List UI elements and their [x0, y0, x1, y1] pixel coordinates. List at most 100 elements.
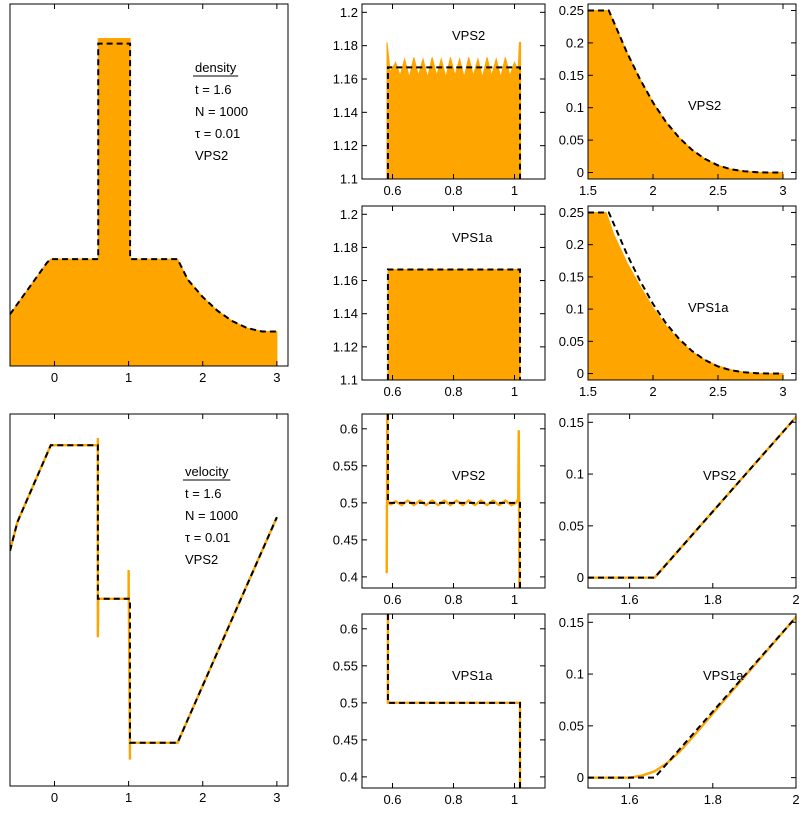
exact-solution-dashed — [10, 42, 277, 333]
y-tick-label: 0.55 — [333, 458, 358, 473]
exact-solution-dashed — [386, 414, 521, 588]
y-tick-label: 0.15 — [559, 615, 584, 630]
annotation-line: VPS2 — [688, 98, 721, 113]
panel-density-tail-vps2: 1.5 2 2.5 3 0 0.05 0.1 0.15 0.2 0.25 VPS2 — [559, 3, 797, 198]
x-tick-label: 3 — [273, 370, 280, 385]
computed-line-series — [10, 438, 278, 760]
area-series — [386, 41, 522, 179]
x-tick-label: 0.6 — [383, 183, 401, 198]
plot-area — [588, 416, 796, 579]
plot-area — [588, 211, 784, 380]
plot-area — [385, 414, 521, 588]
x-tick-label: 0.8 — [444, 183, 462, 198]
y-tick-label: 0.15 — [559, 68, 584, 83]
x-tick-label: 2 — [199, 790, 206, 805]
x-tick-label: 0.8 — [444, 792, 462, 807]
plot-area — [10, 438, 278, 760]
y-tick-label: 0.05 — [559, 133, 584, 148]
area-series — [387, 268, 521, 380]
y-tick-label: 0.5 — [340, 695, 358, 710]
y-tick-label: 0.2 — [566, 237, 584, 252]
exact-solution-dashed — [386, 66, 521, 179]
x-tick-label: 2 — [649, 183, 656, 198]
x-tick-label: 1 — [125, 790, 132, 805]
x-tick-label: 1 — [511, 384, 518, 399]
annotation-line: VPS2 — [703, 468, 736, 483]
area-series — [588, 211, 784, 380]
y-tick-label: 1.2 — [340, 207, 358, 222]
annotation-line: τ = 0.01 — [185, 530, 230, 545]
x-tick-label: 2.5 — [709, 183, 727, 198]
x-tick-label: 1 — [511, 183, 518, 198]
y-tick-label: 0.25 — [559, 205, 584, 220]
x-tick-label: 1.8 — [704, 792, 722, 807]
y-tick-label: 0 — [577, 570, 584, 585]
exact-solution-dashed — [10, 444, 278, 744]
y-tick-label: 0.1 — [566, 667, 584, 682]
y-tick-label: 0.6 — [340, 421, 358, 436]
computed-line-series — [385, 414, 521, 588]
annotation-line: density — [195, 60, 237, 75]
y-tick-label: 0.45 — [333, 732, 358, 747]
y-tick-label: 1.1 — [340, 373, 358, 388]
y-tick-label: 1.12 — [333, 339, 358, 354]
y-tick-label: 0 — [577, 165, 584, 180]
exact-solution-dashed — [588, 416, 796, 579]
y-tick-label: 0.6 — [340, 621, 358, 636]
computed-line-series — [386, 614, 522, 788]
x-tick-label: 2 — [792, 592, 799, 607]
annotation-line: VPS1a — [703, 668, 744, 683]
x-tick-label: 0.6 — [383, 792, 401, 807]
y-tick-label: 1.1 — [340, 172, 358, 187]
y-tick-label: 1.2 — [340, 5, 358, 20]
annotation-line: t = 1.6 — [195, 82, 232, 97]
x-tick-label: 1 — [125, 370, 132, 385]
panel-density-full: 0 1 2 3 density t = 1.6 N = 1000 τ = 0.01 VPS2 — [9, 3, 289, 385]
y-tick-label: 0.15 — [559, 269, 584, 284]
y-tick-label: 0.4 — [340, 569, 358, 584]
panel-velocity-tail-vps2: 1.6 1.8 2 0 0.05 0.1 0.15 VPS2 — [559, 413, 800, 607]
annotation-line: VPS1a — [452, 668, 493, 683]
x-tick-label: 3 — [779, 384, 786, 399]
annotation-line: t = 1.6 — [185, 486, 222, 501]
y-tick-label: 0.1 — [566, 302, 584, 317]
panel-velocity-zoom-vps1a: 0.6 0.8 1 0.4 0.45 0.5 0.55 0.6 VPS1a — [333, 613, 546, 807]
area-series — [10, 37, 278, 366]
y-tick-label: 0 — [577, 770, 584, 785]
annotation-line: N = 1000 — [185, 508, 238, 523]
computed-line-series — [588, 616, 796, 779]
y-tick-label: 0.4 — [340, 769, 358, 784]
x-tick-label: 1.6 — [621, 792, 639, 807]
x-tick-label: 1 — [511, 592, 518, 607]
x-tick-label: 0 — [51, 370, 58, 385]
y-tick-label: 0.45 — [333, 532, 358, 547]
x-tick-label: 0.6 — [383, 384, 401, 399]
y-tick-label: 0.1 — [566, 100, 584, 115]
y-tick-label: 0.2 — [566, 35, 584, 50]
x-tick-label: 1.5 — [579, 183, 597, 198]
x-tick-label: 2 — [199, 370, 206, 385]
panel-density-tail-vps1a: 1.5 2 2.5 3 0 0.05 0.1 0.15 0.2 0.25 VPS1a — [559, 205, 797, 399]
exact-solution-dashed — [588, 616, 796, 779]
computed-line-series — [588, 416, 796, 579]
annotation-line: VPS2 — [452, 468, 485, 483]
annotation-line: VPS2 — [195, 148, 228, 163]
axes-frame — [9, 3, 289, 367]
x-tick-label: 3 — [273, 790, 280, 805]
x-tick-label: 2 — [649, 384, 656, 399]
y-tick-label: 1.18 — [333, 240, 358, 255]
y-tick-label: 0 — [577, 366, 584, 381]
y-tick-label: 0.25 — [559, 3, 584, 18]
y-tick-label: 1.12 — [333, 138, 358, 153]
y-tick-label: 1.16 — [333, 72, 358, 87]
plot-area — [588, 616, 796, 779]
axes-frame — [587, 205, 797, 381]
panel-density-zoom-vps1a: 0.6 0.8 1 1.1 1.12 1.14 1.16 1.18 1.2 VPS1a — [333, 205, 546, 399]
x-tick-label: 0.8 — [444, 592, 462, 607]
axes-frame — [361, 613, 546, 789]
y-tick-label: 1.16 — [333, 273, 358, 288]
annotation-line: VPS2 — [452, 28, 485, 43]
y-tick-label: 0.5 — [340, 495, 358, 510]
annotation-line: velocity — [185, 464, 229, 479]
